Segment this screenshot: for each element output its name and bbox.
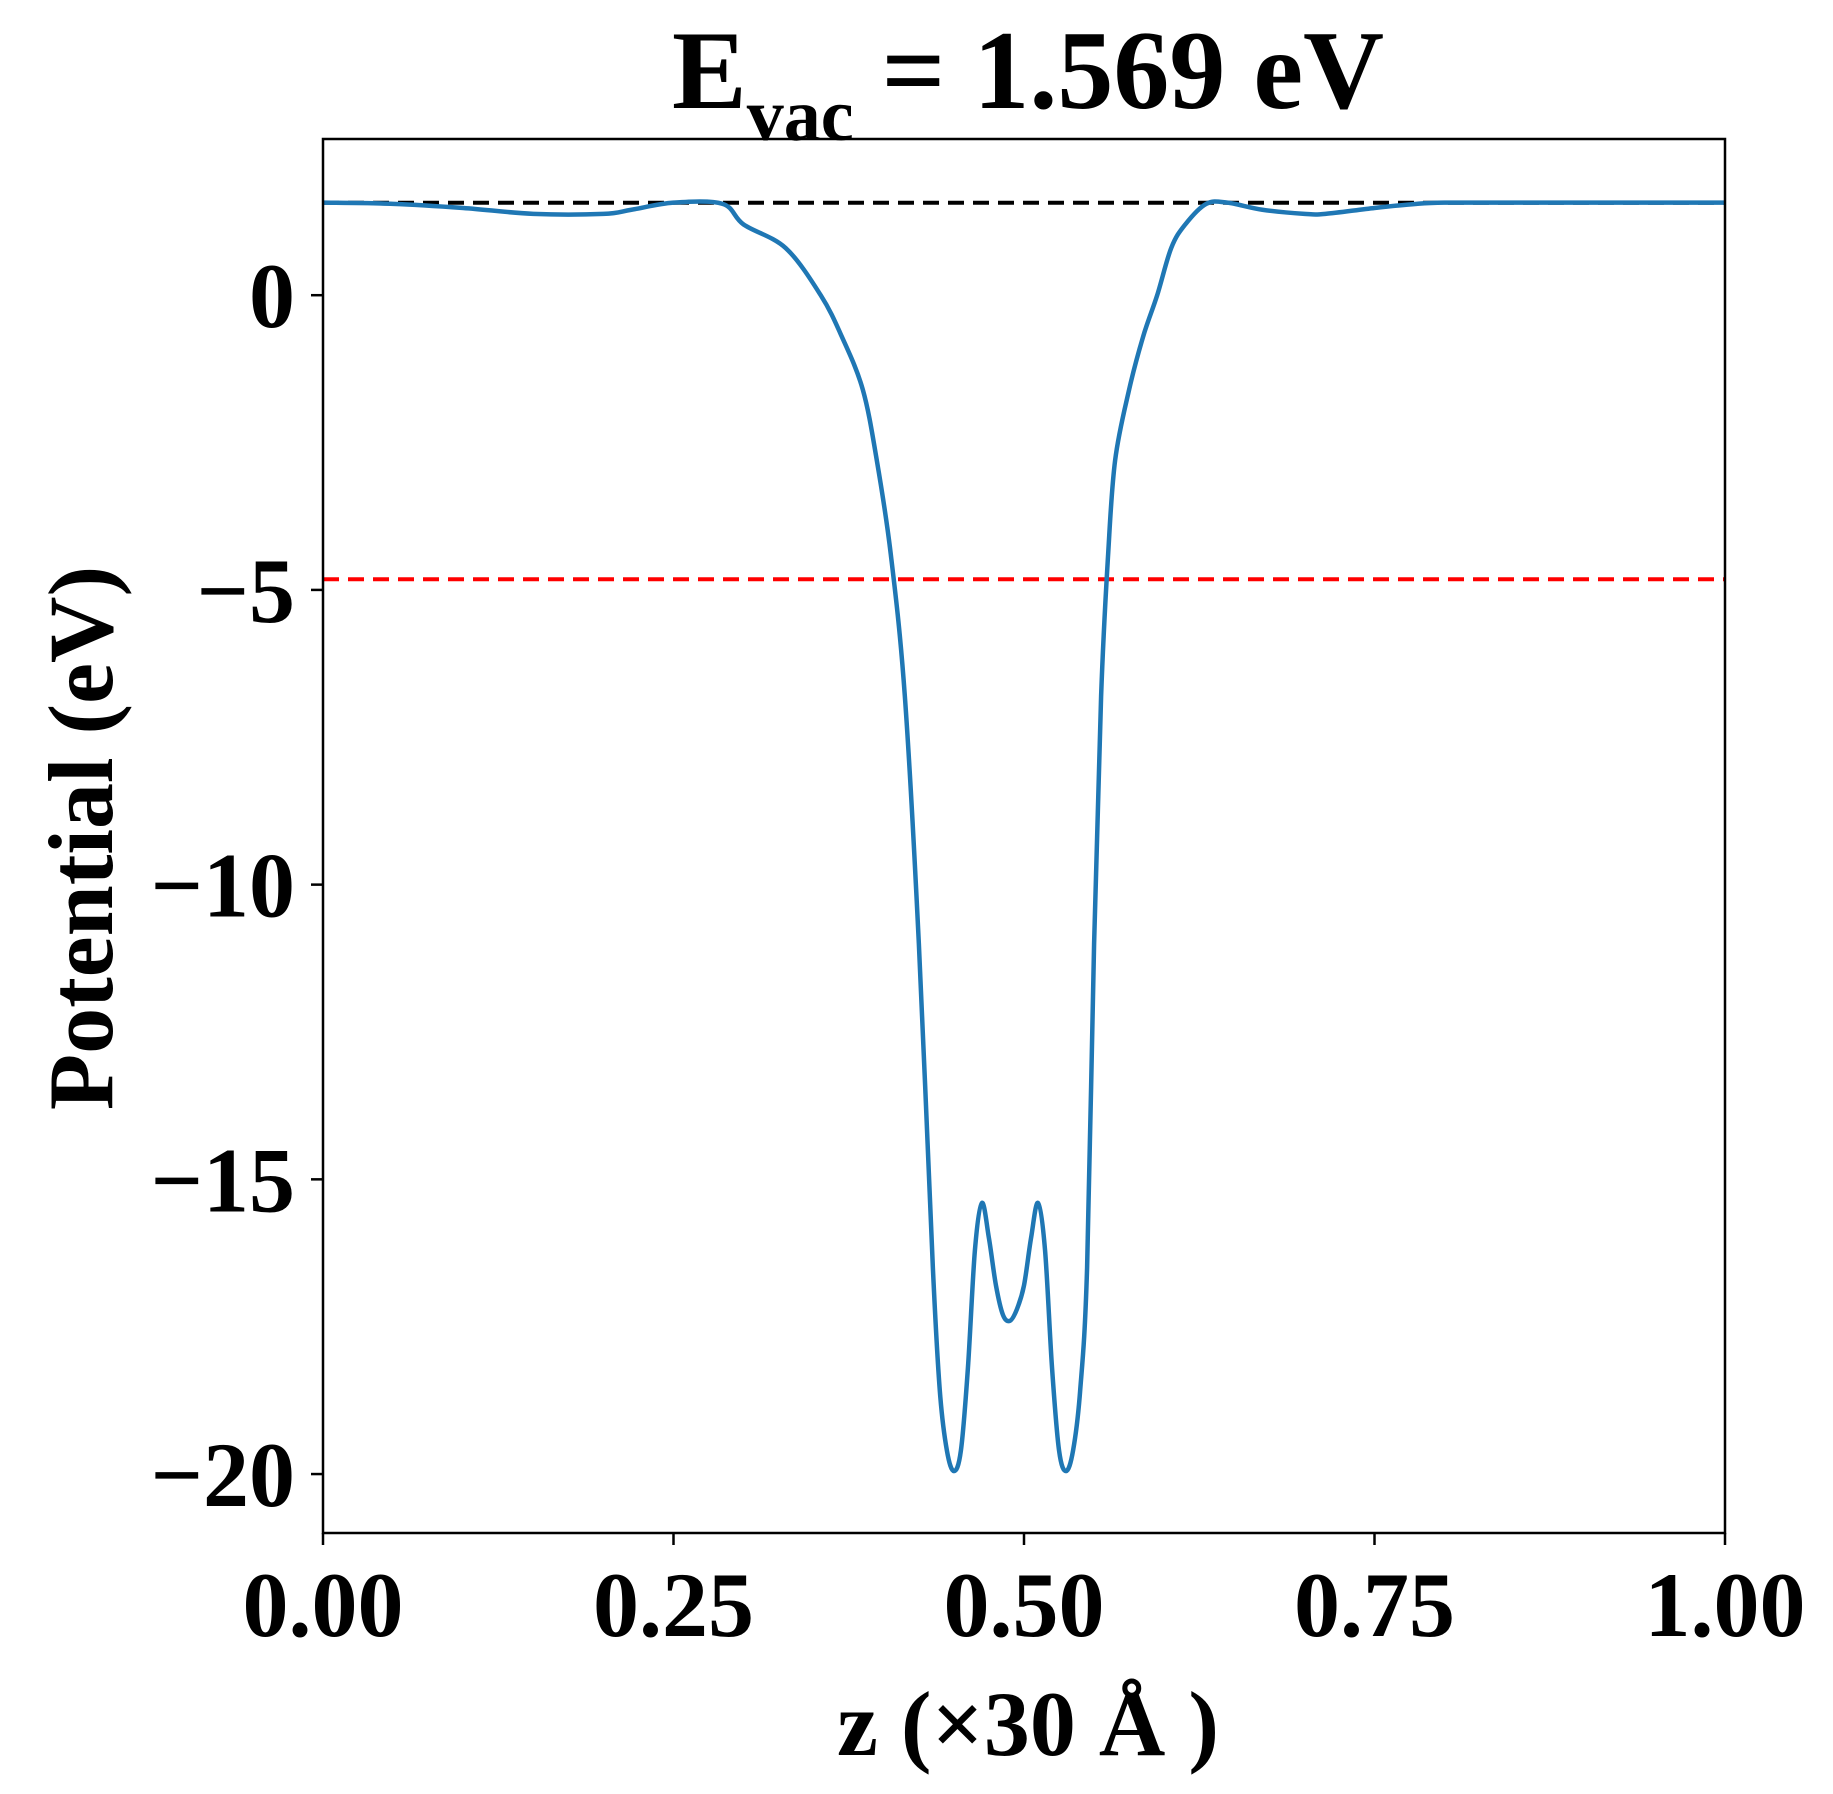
x-tick-label: 0.50 [944, 1554, 1105, 1656]
y-tick-label: 0 [249, 245, 295, 347]
x-tick-label: 0.75 [1294, 1554, 1455, 1656]
y-tick-label: −15 [151, 1129, 295, 1231]
y-tick-label: −20 [151, 1424, 295, 1526]
potential-curve [322, 199, 1725, 1474]
x-axis-ticks: 0.00 0.25 0.50 0.75 1.00 [243, 1533, 1806, 1656]
title-subscript: vac [747, 75, 854, 157]
title-main: E [672, 9, 747, 133]
plot-area [322, 199, 1725, 1474]
x-tick-label: 1.00 [1645, 1554, 1806, 1656]
x-tick-label: 0.25 [593, 1554, 754, 1656]
x-axis-label: z (×30 Å ) [837, 1673, 1219, 1775]
y-tick-label: −10 [151, 835, 295, 937]
y-axis-label: Potential (eV) [30, 566, 132, 1110]
plot-frame [321, 137, 1727, 1535]
title-rest: = 1.569 eV [854, 9, 1384, 133]
x-tick-label: 0.00 [243, 1554, 404, 1656]
y-axis-ticks: 0 −5 −10 −15 −20 [151, 245, 323, 1526]
y-tick-label: −5 [197, 540, 295, 642]
chart-title: Evac = 1.569 eV [672, 9, 1384, 157]
